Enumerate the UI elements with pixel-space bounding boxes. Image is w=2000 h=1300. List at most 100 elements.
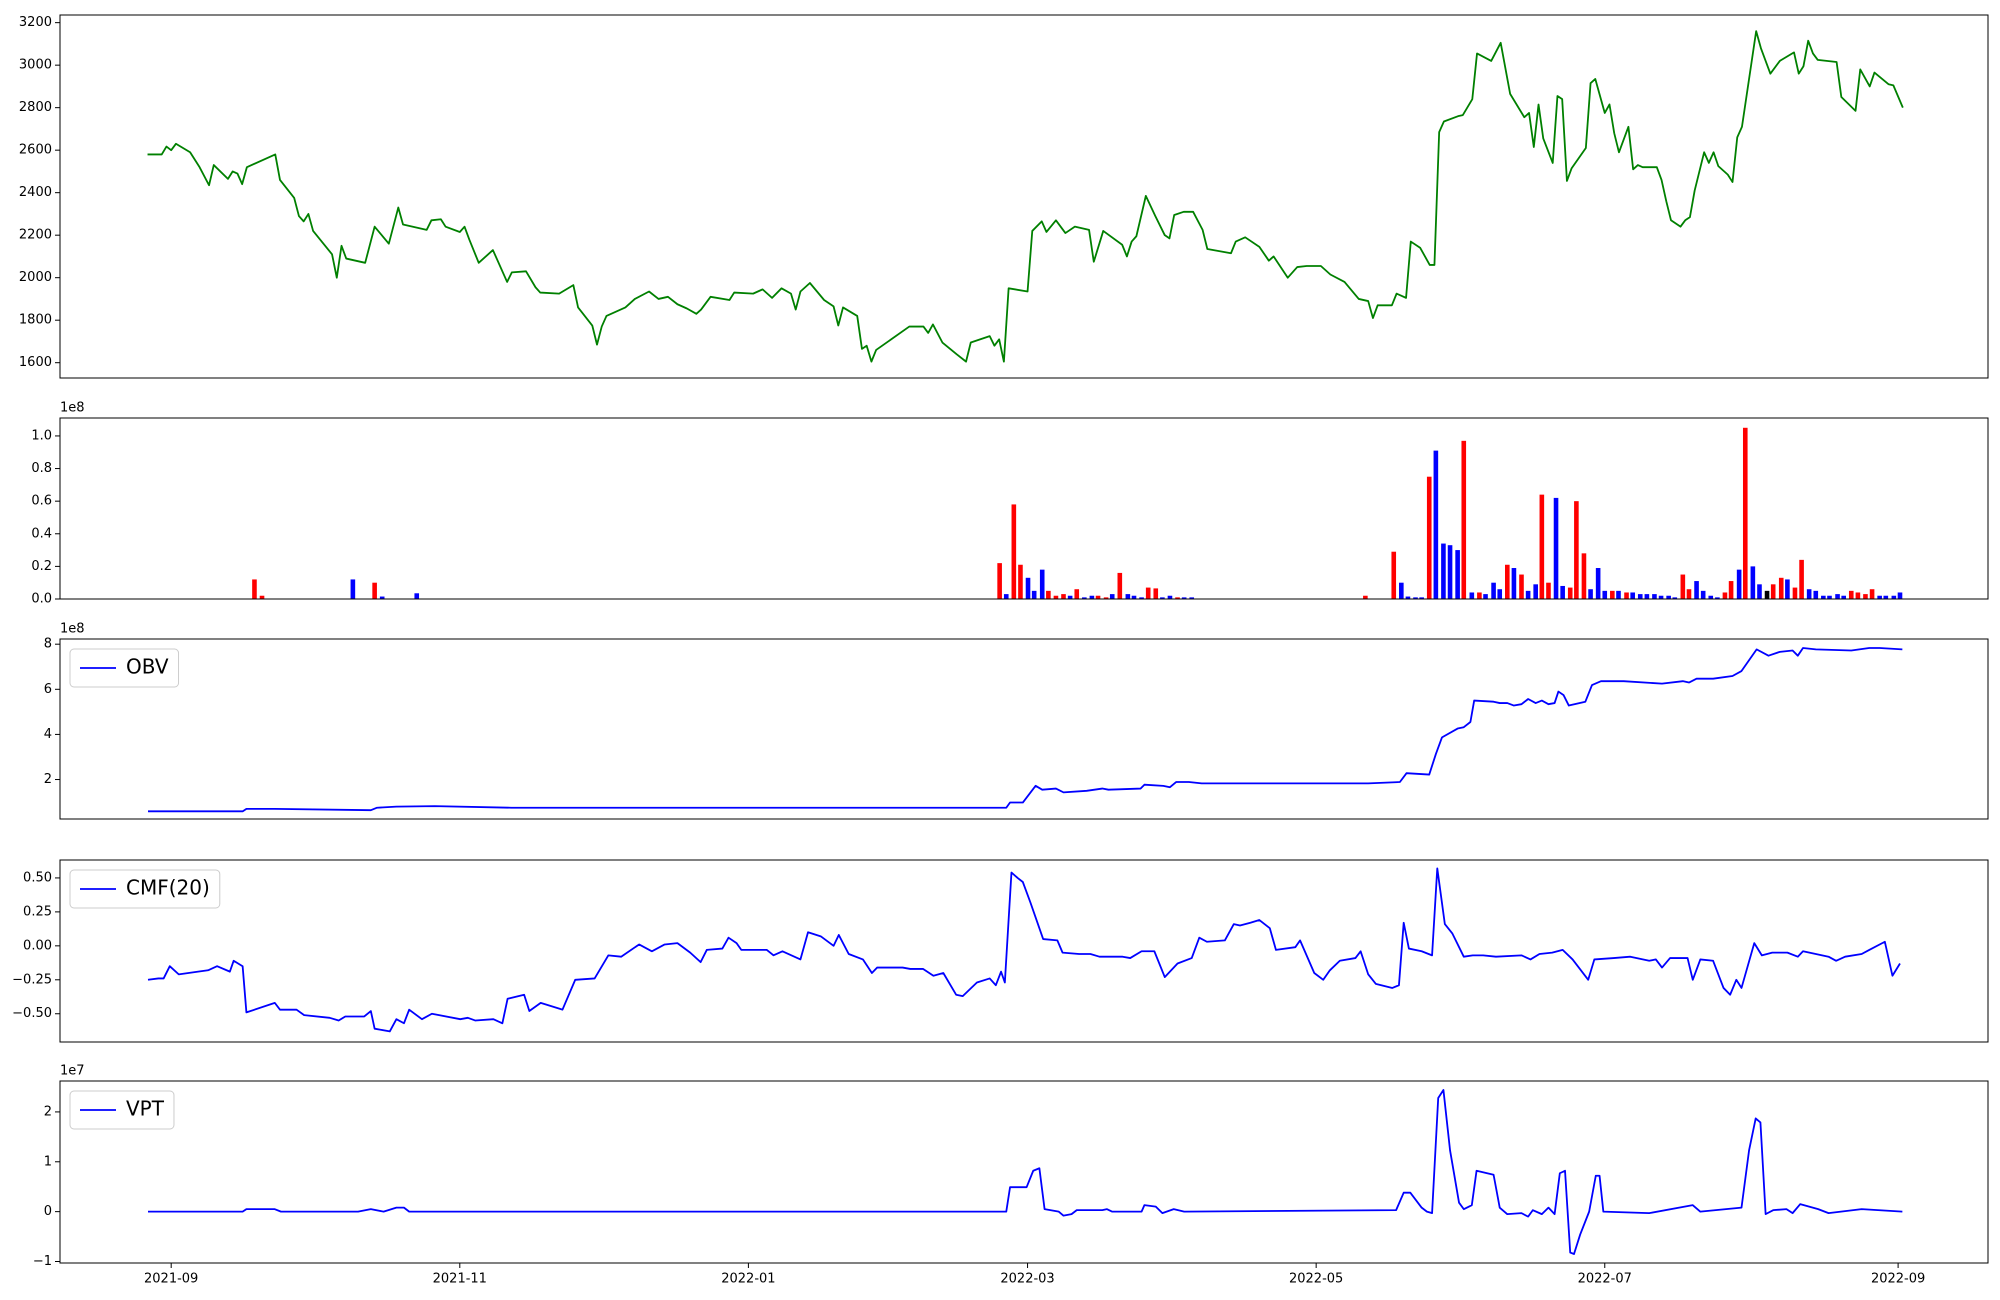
bar [1003,594,1009,599]
y-tick-label: 2400 [19,185,52,200]
bar [1602,590,1608,599]
bar [1145,587,1151,599]
bar [1863,594,1868,599]
bar [1103,597,1109,599]
bar [1757,584,1762,599]
bar [1574,501,1579,599]
bar [1433,450,1439,599]
x-tick-label: 2022-01 [721,1272,775,1287]
line-series [148,647,1903,813]
bar [1483,594,1488,599]
bar [1728,581,1734,599]
y-tick-label: −1 [33,1254,52,1269]
bar [372,582,377,599]
bar [1750,566,1756,599]
bar [1666,595,1671,599]
subplot: 0.0 0.2 0.4 0.6 0.8 1.0 1e8 [31,401,1989,607]
bar [1525,590,1531,599]
bar [1680,574,1686,599]
axes-frame [59,417,1989,600]
bar [1426,476,1432,599]
bar [1413,597,1418,599]
bar [1539,494,1545,599]
x-tick-label: 2021-09 [144,1272,198,1287]
y-tick-label: 4 [44,727,52,742]
x-tick-label: 2022-09 [1871,1272,1925,1287]
y-tick-label: 1.0 [31,428,52,443]
bar [1189,597,1195,599]
bar [1835,594,1840,599]
bar [1175,597,1180,599]
bar [1736,569,1742,599]
legend-box [69,1090,175,1130]
bar [1630,592,1635,599]
bar [1511,568,1517,599]
bar [1694,581,1699,599]
bar [1447,545,1453,599]
bar [1131,595,1137,599]
y-tick-label: 2800 [19,100,52,115]
axes-frame [59,859,1989,1043]
bar [1441,543,1446,599]
bar [1046,590,1051,599]
bar [997,563,1002,599]
legend-label: VPT [126,1097,165,1121]
bar [1109,594,1115,599]
legend-label: CMF(20) [126,876,210,900]
legend: CMF(20) [69,869,221,909]
bar [1031,590,1037,599]
y-tick-label: 8 [44,637,52,652]
bar [1588,589,1593,599]
bar [1827,595,1832,599]
bar [1891,595,1897,599]
y-tick-label: −0.50 [12,1006,52,1021]
bar [1067,595,1073,599]
subplot: 1600 1800 2000 2200 2400 2600 2800 3000 3200 [19,14,1989,379]
y-tick-label: 2 [44,772,52,787]
offset-text: 1e7 [60,1064,85,1079]
line-series [147,30,1904,363]
bar [1533,584,1538,599]
axes-frame [59,14,1989,379]
bar [1624,592,1629,599]
bar [1869,589,1875,599]
bar [1469,592,1475,599]
bar [1806,589,1812,599]
bar [1672,597,1678,599]
bar [1125,594,1131,599]
bar [1792,587,1798,599]
bar [1560,585,1565,599]
bar [1167,595,1173,599]
bar [1405,596,1411,599]
x-tick-label: 2022-03 [1000,1272,1054,1287]
bar [1616,590,1621,599]
y-tick-label: 0.8 [31,461,52,476]
bar [1567,587,1573,599]
bar [1089,595,1095,599]
bar [1160,597,1165,599]
bar [1497,589,1503,599]
y-tick-label: 1600 [19,355,52,370]
bar [1491,582,1496,599]
bar [1039,569,1045,599]
bar [1546,582,1551,599]
bar [1455,550,1460,599]
bar [1519,574,1524,599]
y-tick-label: 6 [44,682,52,697]
bar [1715,597,1720,599]
bar [1153,588,1159,599]
bar [1700,590,1706,599]
bar [1011,504,1017,599]
y-tick-label: 0.00 [23,938,52,953]
offset-text: 1e8 [60,622,85,637]
bar [252,579,257,599]
bar [1897,592,1903,599]
y-tick-label: 2 [44,1104,52,1119]
bar [1082,597,1087,599]
y-tick-label: 0.4 [31,526,52,541]
bar [1074,589,1080,599]
bar [1742,427,1748,599]
line-series [148,1089,1903,1255]
bar [1877,595,1882,599]
